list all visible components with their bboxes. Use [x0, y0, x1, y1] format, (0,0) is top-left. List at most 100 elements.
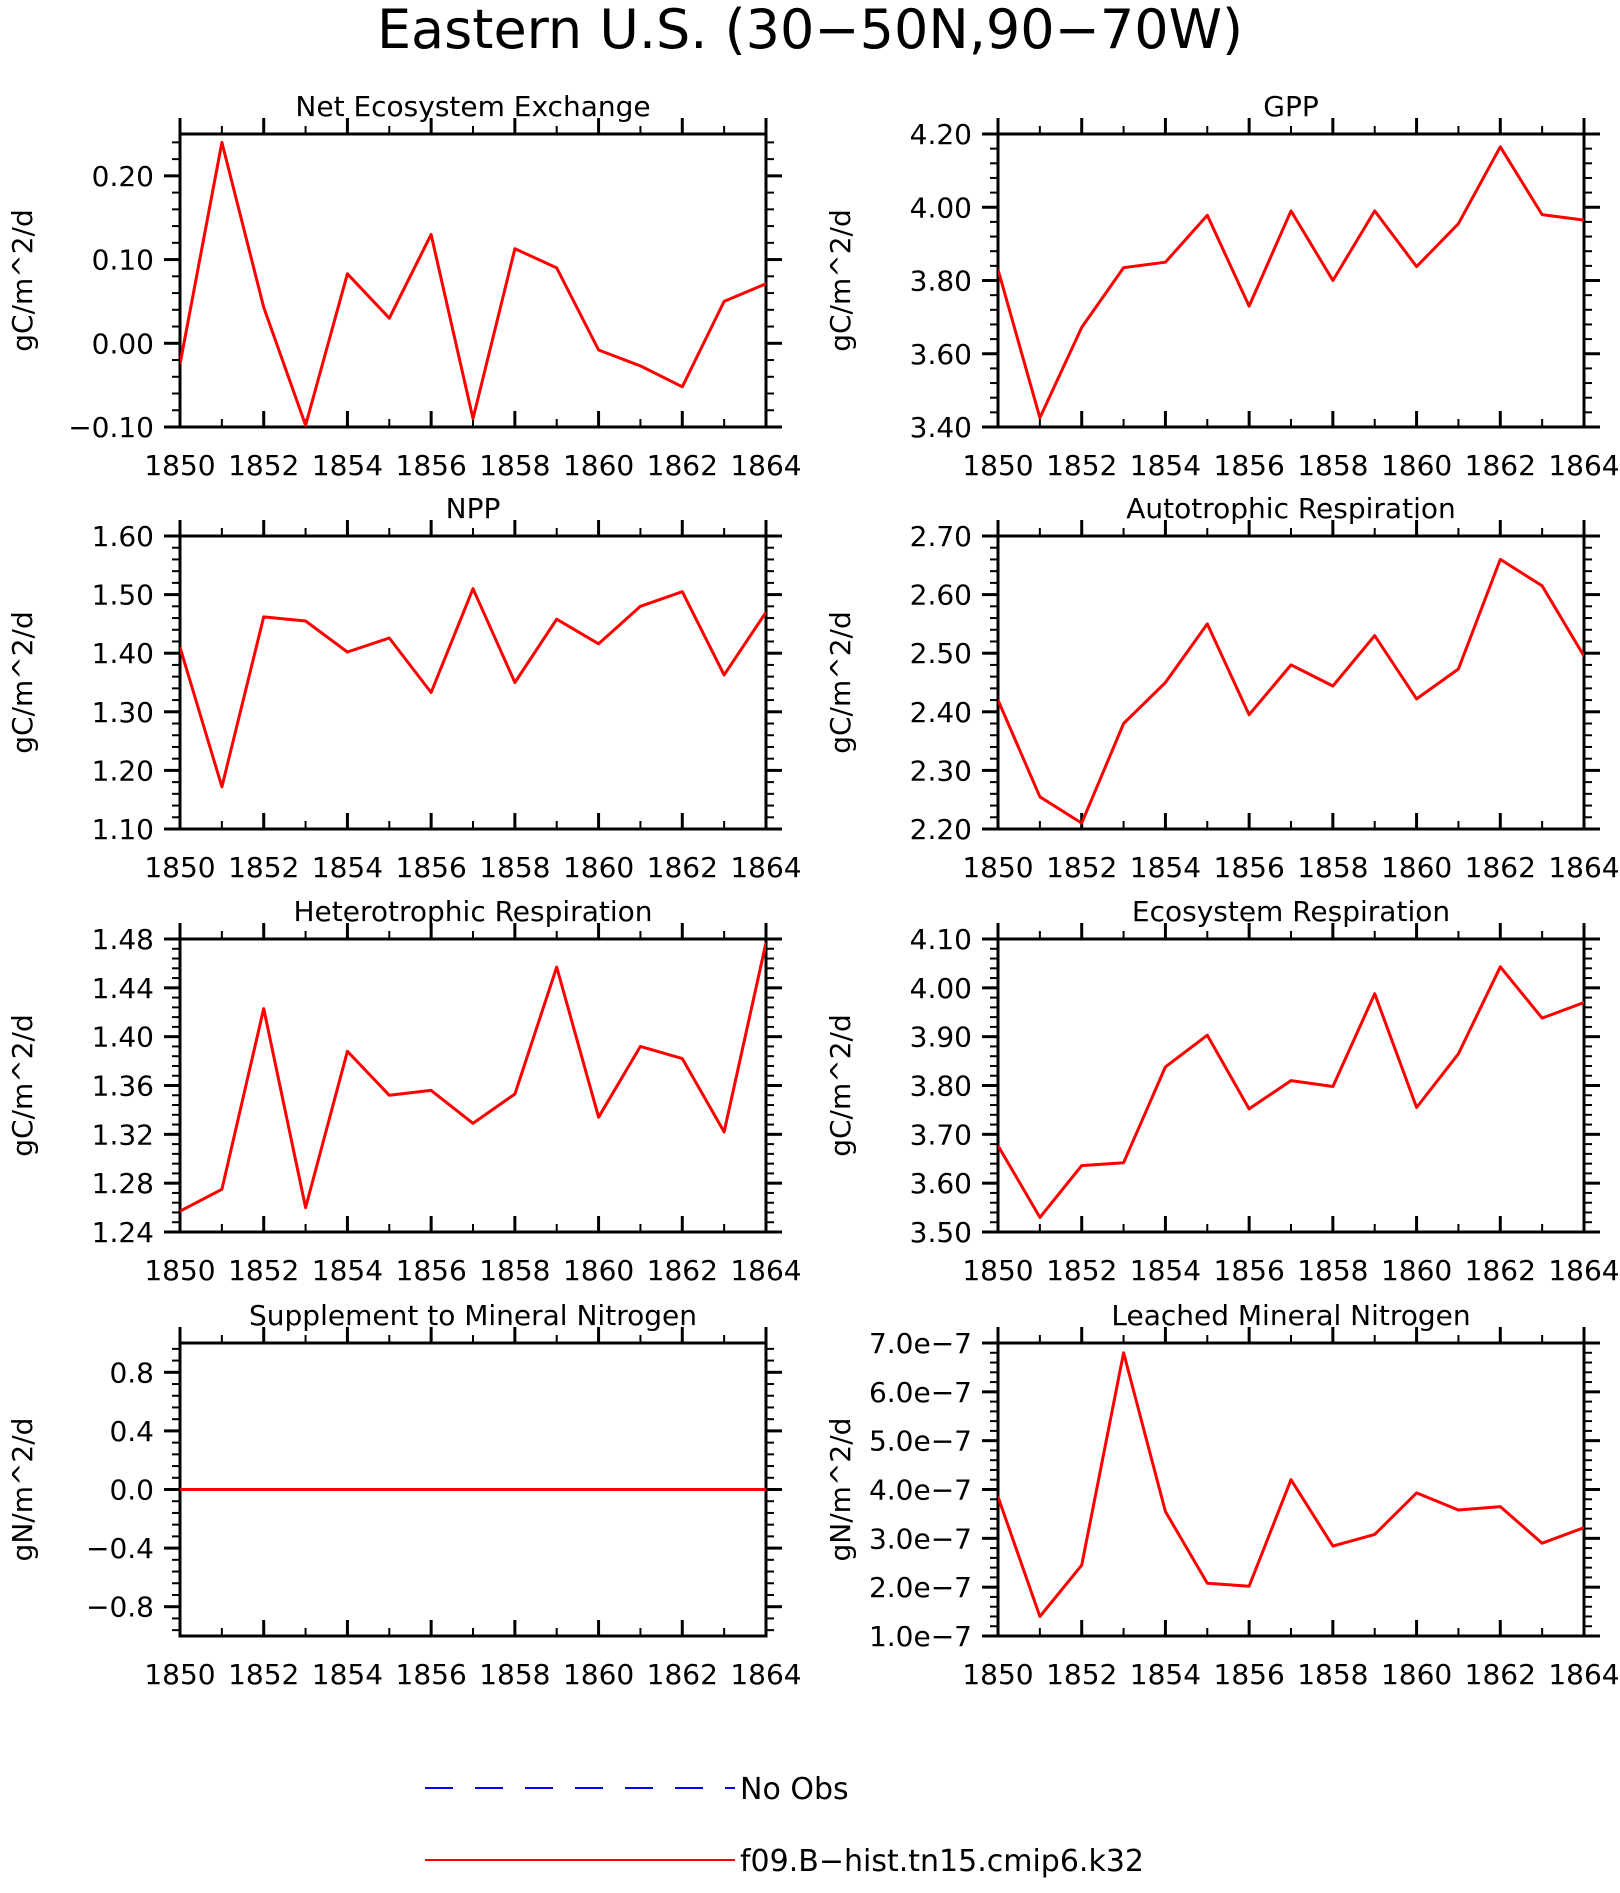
x-tick-label: 1850 [962, 851, 1033, 884]
x-tick-label: 1854 [1130, 1658, 1201, 1691]
x-tick-label: 1856 [396, 851, 467, 884]
plot-frame [178, 534, 768, 831]
y-tick-label: 4.00 [910, 972, 972, 1005]
x-tick-label: 1864 [1548, 851, 1619, 884]
y-tick-label: 0.10 [92, 244, 154, 277]
y-tick-label: 0.8 [109, 1356, 154, 1389]
y-tick-label: 2.30 [910, 754, 972, 787]
plot-frame [178, 937, 768, 1234]
x-tick-label: 1860 [1381, 1658, 1452, 1691]
y-tick-label: 6.0e−7 [869, 1376, 972, 1409]
x-tick-label: 1860 [1381, 1254, 1452, 1287]
y-tick-label: 1.40 [92, 637, 154, 670]
y-tick-label: 0.4 [109, 1415, 154, 1448]
y-tick-label: 4.0e−7 [869, 1474, 972, 1507]
x-tick-label: 1864 [730, 851, 801, 884]
y-tick-label: 5.0e−7 [869, 1425, 972, 1458]
x-tick-label: 1862 [1465, 851, 1536, 884]
y-tick-label: 0.20 [92, 160, 154, 193]
plot-frame [996, 1341, 1586, 1638]
y-tick-label: 1.40 [92, 1021, 154, 1054]
panel-title: GPP [1263, 90, 1318, 123]
legend-label: f09.B−hist.tn15.cmip6.k32 [740, 1844, 1144, 1879]
y-axis-label: gC/m^2/d [6, 1014, 39, 1157]
y-axis-label: gC/m^2/d [6, 611, 39, 754]
x-tick-label: 1858 [1297, 449, 1368, 482]
y-tick-label: −0.4 [86, 1532, 154, 1565]
panel-title: Ecosystem Respiration [1132, 895, 1450, 928]
x-tick-label: 1864 [730, 1658, 801, 1691]
x-tick-label: 1850 [144, 449, 215, 482]
y-tick-label: 2.70 [910, 520, 972, 553]
y-tick-label: 3.50 [910, 1216, 972, 1249]
y-tick-label: 4.00 [910, 191, 972, 224]
y-tick-label: 1.0e−7 [869, 1620, 972, 1653]
y-tick-label: 1.30 [92, 696, 154, 729]
panel-title: Leached Mineral Nitrogen [1111, 1299, 1470, 1332]
series-line-model [998, 557, 1584, 825]
x-tick-label: 1862 [647, 449, 718, 482]
x-tick-label: 1856 [1214, 449, 1285, 482]
x-tick-label: 1860 [563, 851, 634, 884]
x-tick-label: 1862 [1465, 1254, 1536, 1287]
x-tick-label: 1854 [312, 851, 383, 884]
panel-8: 1850 1852 1854 1856 1858 1860 1862 1864 1.0e−7 2.… [824, 1299, 1620, 1691]
x-tick-label: 1862 [1465, 1658, 1536, 1691]
x-tick-label: 1864 [1548, 449, 1619, 482]
x-tick-label: 1852 [1046, 1254, 1117, 1287]
x-tick-label: 1864 [1548, 1254, 1619, 1287]
x-tick-label: 1858 [1297, 851, 1368, 884]
y-tick-label: 3.60 [910, 1167, 972, 1200]
y-tick-label: 1.32 [92, 1118, 154, 1151]
y-axis-label: gC/m^2/d [824, 209, 857, 352]
y-tick-label: 2.40 [910, 696, 972, 729]
x-tick-label: 1858 [1297, 1254, 1368, 1287]
panel-4: 1850 1852 1854 1856 1858 1860 1862 1864 2.20 2.30… [824, 492, 1620, 884]
x-tick-label: 1850 [962, 1658, 1033, 1691]
x-tick-label: 1852 [228, 449, 299, 482]
x-tick-label: 1850 [144, 851, 215, 884]
y-tick-label: 1.24 [92, 1216, 154, 1249]
y-axis-label: gN/m^2/d [824, 1418, 857, 1562]
x-tick-label: 1852 [228, 1658, 299, 1691]
x-tick-label: 1856 [1214, 851, 1285, 884]
x-tick-label: 1858 [479, 1658, 550, 1691]
legend: No Obs f09.B−hist.tn15.cmip6.k32 [425, 1772, 1144, 1879]
series-line-model [180, 942, 766, 1213]
x-tick-label: 1850 [962, 1254, 1033, 1287]
x-tick-label: 1858 [479, 851, 550, 884]
legend-label: No Obs [740, 1772, 849, 1807]
x-tick-label: 1854 [312, 1658, 383, 1691]
x-tick-label: 1850 [144, 1658, 215, 1691]
y-tick-label: 3.0e−7 [869, 1522, 972, 1555]
panel-7: 1850 1852 1854 1856 1858 1860 1862 1864 −0.8 −0.4… [6, 1299, 802, 1691]
y-tick-label: 4.10 [910, 923, 972, 956]
plot-frame [996, 937, 1586, 1234]
y-tick-label: 2.50 [910, 637, 972, 670]
x-tick-label: 1858 [479, 449, 550, 482]
y-tick-label: 1.44 [92, 972, 154, 1005]
y-tick-label: 1.28 [92, 1167, 154, 1200]
x-tick-label: 1854 [1130, 1254, 1201, 1287]
x-tick-label: 1850 [144, 1254, 215, 1287]
x-tick-label: 1860 [1381, 449, 1452, 482]
x-tick-label: 1864 [730, 1254, 801, 1287]
y-tick-label: 3.80 [910, 265, 972, 298]
series-line-model [180, 140, 766, 427]
y-tick-label: 3.60 [910, 338, 972, 371]
x-tick-label: 1856 [396, 1254, 467, 1287]
y-tick-label: 3.40 [910, 411, 972, 444]
x-tick-label: 1858 [1297, 1658, 1368, 1691]
x-tick-label: 1854 [312, 1254, 383, 1287]
y-axis-label: gC/m^2/d [6, 209, 39, 352]
y-tick-label: −0.10 [68, 411, 154, 444]
x-tick-label: 1856 [1214, 1658, 1285, 1691]
x-tick-label: 1852 [228, 851, 299, 884]
y-tick-label: 3.70 [910, 1118, 972, 1151]
x-tick-label: 1850 [962, 449, 1033, 482]
figure-title: Eastern U.S. (30−50N,90−70W) [377, 0, 1243, 61]
panels-group: 1850 1852 1854 1856 1858 1860 1862 1864 −0.10 0.0… [6, 90, 1620, 1691]
y-tick-label: 1.48 [92, 923, 154, 956]
y-tick-label: 7.0e−7 [869, 1327, 972, 1360]
